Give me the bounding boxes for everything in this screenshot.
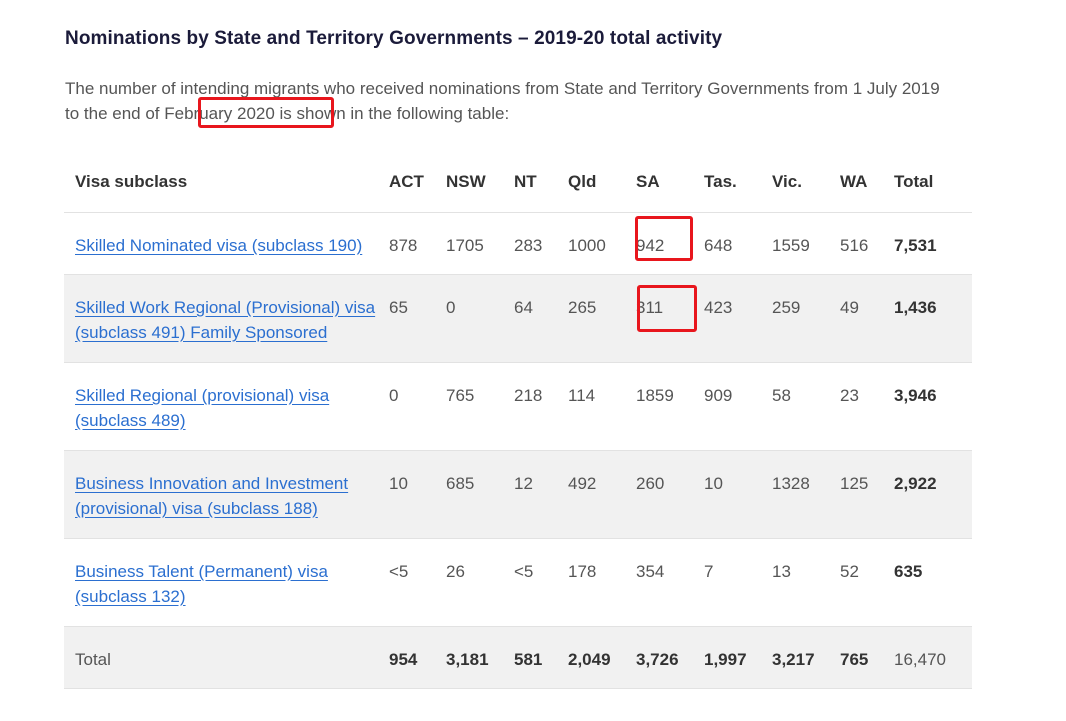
cell-tas: 10: [693, 450, 761, 539]
total-vic: 3,217: [761, 626, 829, 689]
total-tas: 1,997: [693, 626, 761, 689]
cell-row-total: 1,436: [883, 274, 972, 363]
cell-nsw: 685: [435, 450, 503, 539]
cell-wa: 49: [829, 274, 883, 363]
cell-sa: 1859: [625, 362, 693, 451]
cell-nt: 218: [503, 362, 557, 451]
cell-vic: 1559: [761, 212, 829, 275]
row-label-cell: Business Innovation and Investment (prov…: [64, 450, 378, 539]
table-row: Skilled Regional (provisional) visa (sub…: [64, 362, 972, 451]
cell-nsw: 0: [435, 274, 503, 363]
total-qld: 2,049: [557, 626, 625, 689]
cell-vic: 13: [761, 538, 829, 627]
table-total-row: Total 954 3,181 581 2,049 3,726 1,997 3,…: [64, 626, 972, 689]
cell-wa: 52: [829, 538, 883, 627]
cell-nsw: 1705: [435, 212, 503, 275]
cell-nt: 283: [503, 212, 557, 275]
cell-sa: 311: [625, 274, 693, 363]
row-label-cell: Skilled Regional (provisional) visa (sub…: [64, 362, 378, 451]
nominations-table: Visa subclass ACT NSW NT Qld SA Tas. Vic…: [64, 151, 972, 689]
total-nsw: 3,181: [435, 626, 503, 689]
row-label-cell: Business Talent (Permanent) visa (subcla…: [64, 538, 378, 627]
row-label-cell: Skilled Work Regional (Provisional) visa…: [64, 274, 378, 363]
table-row: Skilled Nominated visa (subclass 190) 87…: [64, 212, 972, 275]
visa-link-subclass-190[interactable]: Skilled Nominated visa (subclass 190): [75, 236, 363, 255]
cell-row-total: 2,922: [883, 450, 972, 539]
cell-sa: 942: [625, 212, 693, 275]
total-wa: 765: [829, 626, 883, 689]
cell-act: <5: [378, 538, 435, 627]
total-nt: 581: [503, 626, 557, 689]
cell-qld: 178: [557, 538, 625, 627]
header-sa: SA: [636, 171, 660, 191]
cell-vic: 1328: [761, 450, 829, 539]
cell-row-total: 7,531: [883, 212, 972, 275]
cell-nt: <5: [503, 538, 557, 627]
visa-link-subclass-188[interactable]: Business Innovation and Investment (prov…: [75, 474, 349, 518]
cell-vic: 259: [761, 274, 829, 363]
total-label: Total: [64, 626, 378, 689]
visa-link-subclass-491[interactable]: Skilled Work Regional (Provisional) visa…: [75, 298, 376, 342]
cell-act: 878: [378, 212, 435, 275]
cell-tas: 909: [693, 362, 761, 451]
cell-tas: 7: [693, 538, 761, 627]
table-row: Business Talent (Permanent) visa (subcla…: [64, 538, 972, 627]
cell-nsw: 26: [435, 538, 503, 627]
cell-tas: 423: [693, 274, 761, 363]
cell-qld: 1000: [557, 212, 625, 275]
cell-row-total: 635: [883, 538, 972, 627]
header-tas: Tas.: [704, 171, 737, 191]
cell-sa: 354: [625, 538, 693, 627]
cell-vic: 58: [761, 362, 829, 451]
cell-qld: 265: [557, 274, 625, 363]
cell-row-total: 3,946: [883, 362, 972, 451]
header-nt: NT: [514, 171, 537, 191]
cell-tas: 648: [693, 212, 761, 275]
row-label-cell: Skilled Nominated visa (subclass 190): [64, 212, 378, 275]
cell-act: 0: [378, 362, 435, 451]
table-row: Skilled Work Regional (Provisional) visa…: [64, 274, 972, 363]
header-wa: WA: [840, 171, 868, 191]
cell-nt: 64: [503, 274, 557, 363]
cell-act: 10: [378, 450, 435, 539]
visa-link-subclass-132[interactable]: Business Talent (Permanent) visa (subcla…: [75, 562, 328, 606]
total-sa: 3,726: [625, 626, 693, 689]
cell-act: 65: [378, 274, 435, 363]
header-visa-subclass: Visa subclass: [75, 171, 188, 191]
cell-wa: 516: [829, 212, 883, 275]
visa-link-subclass-489[interactable]: Skilled Regional (provisional) visa (sub…: [75, 386, 330, 430]
table-header-row: Visa subclass ACT NSW NT Qld SA Tas. Vic…: [64, 151, 972, 213]
total-grand: 16,470: [883, 626, 972, 689]
cell-qld: 114: [557, 362, 625, 451]
cell-qld: 492: [557, 450, 625, 539]
total-act: 954: [378, 626, 435, 689]
intro-paragraph: The number of intending migrants who rec…: [65, 79, 940, 123]
page-title: Nominations by State and Territory Gover…: [65, 28, 723, 49]
header-act: ACT: [389, 171, 424, 191]
table-row: Business Innovation and Investment (prov…: [64, 450, 972, 539]
cell-nt: 12: [503, 450, 557, 539]
cell-wa: 125: [829, 450, 883, 539]
header-qld: Qld: [568, 171, 597, 191]
header-nsw: NSW: [446, 171, 486, 191]
cell-sa: 260: [625, 450, 693, 539]
header-vic: Vic.: [772, 171, 802, 191]
cell-nsw: 765: [435, 362, 503, 451]
header-total: Total: [894, 171, 934, 191]
cell-wa: 23: [829, 362, 883, 451]
